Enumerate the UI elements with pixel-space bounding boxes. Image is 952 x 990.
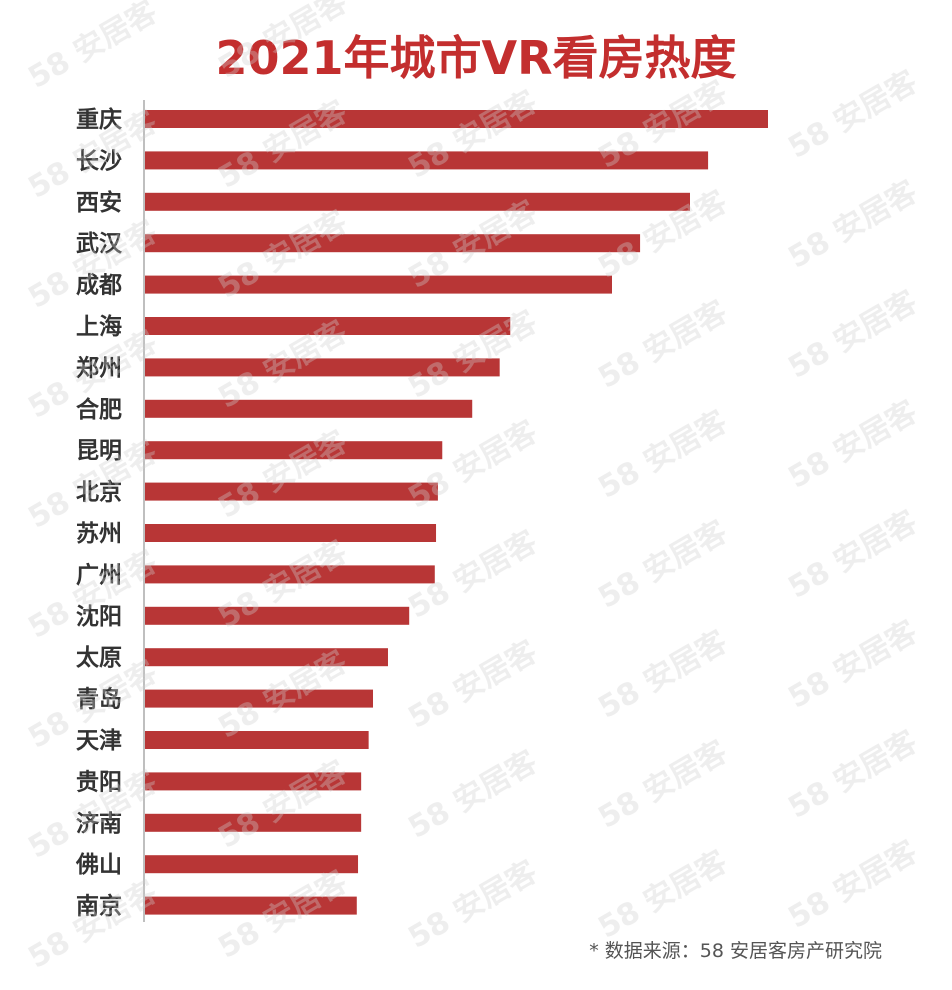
bar-0 (145, 110, 768, 128)
category-label: 长沙 (76, 148, 122, 174)
bar-1 (145, 151, 709, 170)
category-label: 沈阳 (76, 604, 122, 630)
bar-7 (145, 399, 473, 418)
category-label: 郑州 (76, 355, 122, 381)
bar-3 (145, 234, 641, 253)
source-note: * 数据来源：58 安居客房产研究院 (589, 940, 882, 962)
bar-14 (145, 689, 374, 708)
bar-19 (145, 896, 357, 915)
bar-4 (145, 275, 612, 294)
bar-18 (145, 855, 359, 874)
category-label: 西安 (76, 189, 122, 216)
bar-2 (145, 192, 690, 211)
category-label: 北京 (76, 479, 122, 506)
bar-16 (145, 772, 362, 791)
bar-17 (145, 813, 362, 832)
category-label: 青岛 (76, 686, 122, 713)
bar-6 (145, 358, 500, 377)
bar-11 (145, 565, 435, 584)
bar-9 (145, 482, 438, 501)
bar-12 (145, 606, 410, 625)
category-label: 佛山 (75, 852, 122, 878)
category-label: 广州 (76, 561, 122, 588)
bar-10 (145, 524, 437, 542)
bar-13 (145, 648, 388, 667)
category-label: 重庆 (76, 106, 122, 133)
category-label: 武汉 (76, 231, 123, 257)
category-label: 贵阳 (76, 769, 122, 795)
category-label: 昆明 (76, 438, 122, 464)
category-label: 济南 (76, 810, 122, 837)
bar-15 (145, 731, 369, 749)
category-label: 南京 (76, 893, 122, 920)
category-label: 合肥 (76, 396, 122, 423)
category-label: 太原 (76, 645, 122, 671)
category-label: 上海 (76, 313, 122, 340)
category-label: 成都 (76, 273, 122, 299)
chart-title: 2021年城市VR看房热度 (215, 31, 737, 85)
category-label: 天津 (76, 727, 122, 754)
bar-8 (145, 441, 443, 460)
bar-5 (145, 317, 511, 335)
category-label: 苏州 (76, 521, 122, 547)
bars-group (145, 110, 768, 915)
